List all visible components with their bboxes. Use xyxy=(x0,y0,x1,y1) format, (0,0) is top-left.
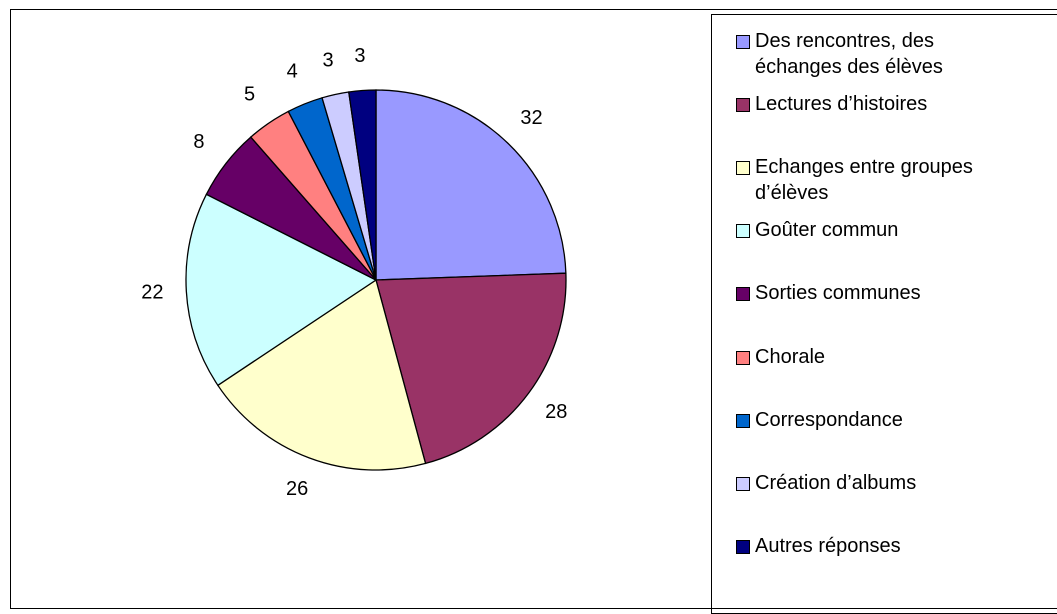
legend-label: Sorties communes xyxy=(755,282,921,305)
legend-swatch xyxy=(736,98,750,113)
data-label: 5 xyxy=(244,83,255,105)
data-label: 32 xyxy=(520,107,542,129)
pie-slice xyxy=(348,89,377,281)
pie-slice xyxy=(375,89,567,281)
legend-entry: Echanges entre groupes d’élèves xyxy=(736,154,1036,206)
data-label: 26 xyxy=(286,478,308,500)
legend-entry: Correspondance xyxy=(736,407,1036,433)
legend: Des rencontres, des échanges des élèves L… xyxy=(711,14,1057,614)
legend-label: Autres réponses xyxy=(755,534,901,557)
page: {"chart_data": {"type": "pie", "categori… xyxy=(10,9,1057,614)
legend-swatch xyxy=(736,539,750,554)
legend-label: Echanges entre groupes d’élèves xyxy=(755,156,973,205)
legend-entry: Lectures d’histoires xyxy=(736,91,1036,117)
legend-swatch xyxy=(736,224,750,239)
legend-entry: Création d’albums xyxy=(736,470,1036,496)
legend-entry: Chorale xyxy=(736,344,1036,370)
data-label: 28 xyxy=(545,401,567,423)
legend-swatch xyxy=(736,413,750,428)
legend-label: Des rencontres, des échanges des élèves xyxy=(755,30,943,78)
pie-slice xyxy=(185,193,378,387)
data-label: 3 xyxy=(322,49,333,71)
data-label: 22 xyxy=(141,282,163,304)
legend-entry: Des rencontres, des échanges des élèves xyxy=(736,28,1036,80)
legend-entry: Autres réponses xyxy=(736,533,1036,559)
chart: 32 28 26 22 8 5 4 3 3 xyxy=(141,45,567,500)
legend-swatch xyxy=(736,161,750,176)
legend-entry: Goûter commun xyxy=(736,217,1036,243)
legend-label: Lectures d’histoires xyxy=(755,93,928,116)
legend-swatch xyxy=(736,476,750,491)
legend-swatch xyxy=(736,35,750,49)
legend-entry: Sorties communes xyxy=(736,280,1036,306)
pie-slice xyxy=(375,272,567,465)
legend-swatch xyxy=(736,350,750,365)
data-label: 3 xyxy=(354,45,365,67)
legend-label: Goûter commun xyxy=(755,219,899,242)
legend-swatch xyxy=(736,287,750,302)
data-label: 8 xyxy=(193,131,204,153)
data-label: 4 xyxy=(287,61,298,83)
legend-label: Chorale xyxy=(755,345,826,368)
pie-slice xyxy=(216,278,427,471)
legend-label: Correspondance xyxy=(755,408,903,431)
legend-label: Création d’albums xyxy=(755,471,917,494)
